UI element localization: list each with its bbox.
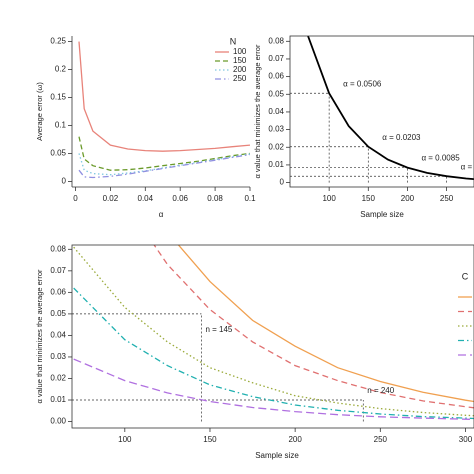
y-tick-label: 0.2 bbox=[55, 65, 67, 74]
x-tick-label: 300 bbox=[459, 435, 473, 444]
x-tick-label: 150 bbox=[362, 194, 376, 203]
x-tick-label: 250 bbox=[374, 435, 388, 444]
legend-title: C bbox=[462, 271, 469, 281]
annotation-label: α = 0.0506 bbox=[343, 79, 382, 88]
x-tick-label: 200 bbox=[401, 194, 415, 203]
plot-area bbox=[78, 41, 250, 179]
x-axis-label: α bbox=[159, 210, 164, 219]
y-tick-label: 0.07 bbox=[268, 54, 284, 63]
annotation-label: α = 0.0203 bbox=[382, 133, 421, 142]
y-tick-label: 0.1 bbox=[55, 121, 67, 130]
plot-area bbox=[290, 36, 474, 183]
y-tick-label: 0.08 bbox=[50, 244, 66, 253]
series-line bbox=[78, 153, 250, 179]
series-line bbox=[153, 245, 474, 409]
y-tick-label: 0.06 bbox=[268, 72, 284, 81]
y-tick-label: 0.05 bbox=[50, 149, 66, 158]
x-tick-label: 100 bbox=[118, 435, 132, 444]
y-tick-label: 0.03 bbox=[268, 125, 284, 134]
legend-title: N bbox=[230, 36, 237, 46]
y-tick-label: 0 bbox=[280, 178, 285, 187]
x-tick-label: 200 bbox=[288, 435, 302, 444]
y-tick-label: 0.06 bbox=[50, 287, 66, 296]
plot-area bbox=[72, 245, 474, 422]
y-tick-label: 0.25 bbox=[50, 37, 66, 46]
y-tick-label: 0.02 bbox=[268, 142, 284, 151]
series-line bbox=[78, 41, 250, 152]
y-tick-label: 0.00 bbox=[50, 417, 66, 426]
y-tick-label: 0.08 bbox=[268, 36, 284, 45]
y-tick-label: 0.01 bbox=[50, 395, 66, 404]
legend-label: 250 bbox=[233, 74, 247, 83]
guide-label: n = 145 bbox=[205, 325, 232, 334]
legend-label: 150 bbox=[233, 56, 247, 65]
x-tick-label: 250 bbox=[440, 194, 454, 203]
series-line bbox=[307, 36, 474, 180]
guide-label: n = 240 bbox=[367, 386, 394, 395]
series-line bbox=[73, 246, 474, 417]
y-tick-label: 0.05 bbox=[50, 309, 66, 318]
x-tick-label: 0.06 bbox=[172, 194, 188, 203]
y-tick-label: 0.04 bbox=[268, 107, 284, 116]
x-tick-label: 0.04 bbox=[138, 194, 154, 203]
y-tick-label: 0.02 bbox=[50, 374, 66, 383]
frame bbox=[71, 244, 474, 429]
x-tick-label: 0.02 bbox=[103, 194, 119, 203]
y-axis-label: α value that minimizes the average error bbox=[253, 44, 262, 178]
series-line bbox=[177, 245, 474, 403]
legend-label: 100 bbox=[233, 47, 247, 56]
series-line bbox=[73, 287, 474, 420]
y-tick-label: 0 bbox=[62, 177, 67, 186]
series-line bbox=[78, 136, 250, 171]
x-tick-label: 0 bbox=[73, 194, 78, 203]
y-axis-label: α value that minimizes the average error bbox=[35, 269, 44, 403]
y-axis-label: Average error (ω) bbox=[35, 82, 44, 141]
x-tick-label: 0.1 bbox=[244, 194, 256, 203]
series-line bbox=[78, 153, 250, 176]
frame bbox=[289, 35, 474, 188]
x-tick-label: 100 bbox=[322, 194, 336, 203]
y-tick-label: 0.15 bbox=[50, 93, 66, 102]
series-line bbox=[73, 358, 474, 421]
y-tick-label: 0.05 bbox=[268, 89, 284, 98]
annotation-label: α = 0.0085 bbox=[421, 154, 460, 163]
y-tick-label: 0.04 bbox=[50, 331, 66, 340]
y-tick-label: 0.03 bbox=[50, 352, 66, 361]
annotation-label: α = 0.0036 bbox=[461, 162, 474, 171]
x-axis-label: Sample size bbox=[360, 210, 404, 219]
legend-label: 200 bbox=[233, 65, 247, 74]
x-tick-label: 0.08 bbox=[207, 194, 223, 203]
y-tick-label: 0.01 bbox=[268, 160, 284, 169]
x-tick-label: 150 bbox=[203, 435, 217, 444]
x-axis-label: Sample size bbox=[255, 451, 299, 460]
y-tick-label: 0.07 bbox=[50, 266, 66, 275]
